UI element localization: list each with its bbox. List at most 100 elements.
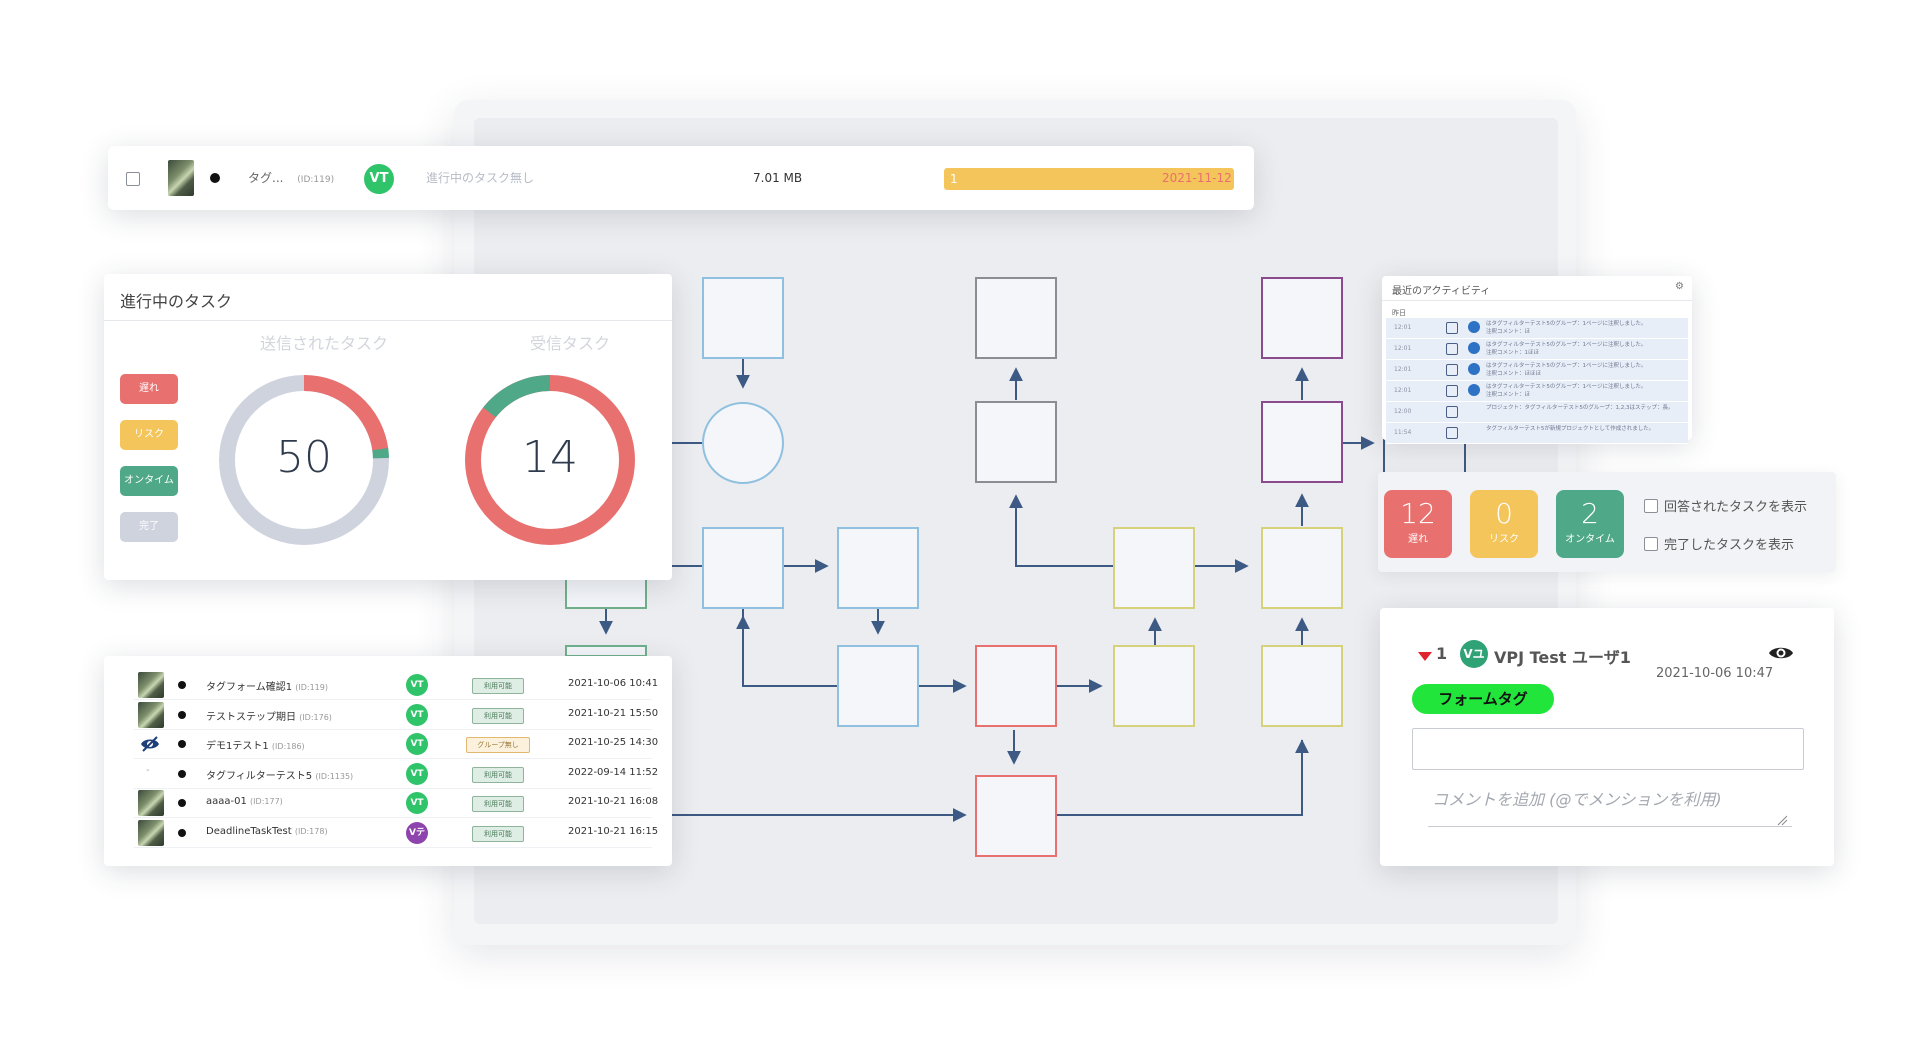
status-badge: グループ無し — [466, 737, 530, 753]
show-answered-checkbox[interactable] — [1644, 499, 1658, 513]
show-completed-checkbox[interactable] — [1644, 537, 1658, 551]
modified-date: 2022-09-14 11:52 — [568, 766, 659, 778]
comment-user-avatar[interactable]: Vユ — [1460, 640, 1488, 668]
activity-message-line1: はタグフィルターテスト5のグループ：1ページに注釈しました。 — [1486, 363, 1647, 369]
eye-slash-icon — [141, 736, 159, 752]
table-row[interactable]: タグフォーム確認1 (ID:119) VT 利用可能 2021-10-06 10:41 — [104, 670, 672, 700]
comment-card: 1 Vユ VPJ Test ユーザ1 2021-10-06 10:47 フォーム… — [1380, 608, 1834, 866]
file-name: タグフォーム確認1 — [206, 682, 293, 693]
tag-value-field[interactable] — [1412, 728, 1804, 770]
counter-late-label: 遅れ — [1408, 534, 1428, 545]
received-tasks-donut[interactable] — [460, 370, 640, 550]
user-avatar[interactable]: Vテ — [406, 821, 428, 844]
file-id: (ID:119) — [297, 175, 335, 185]
activity-message-line1: はタグフィルターテスト5のグループ：1ページに注釈しました。 — [1486, 321, 1647, 327]
activity-row[interactable]: 12:01 はタグフィルターテスト5のグループ：1ページに注釈しました。 注釈コメン… — [1386, 318, 1688, 339]
activity-message-line2: 注釈コメント：ほほほ — [1486, 371, 1542, 377]
show-answered-label: 回答されたタスクを表示 — [1664, 500, 1808, 515]
file-name-link[interactable]: テストステップ期日 (ID:176) — [206, 708, 332, 723]
activity-row[interactable]: 12:00 プロジェクト：タグフィルターテスト5のグループ：1,2,3はステップ：… — [1386, 402, 1688, 423]
activity-time: 12:01 — [1394, 324, 1412, 331]
show-completed-option[interactable]: 完了したタスクを表示 — [1644, 534, 1794, 553]
file-name-link[interactable]: タグフィルターテスト5 (ID:1135) — [206, 767, 353, 782]
file-name-link[interactable]: デモ1テスト1 (ID:186) — [206, 737, 305, 752]
form-tag-badge[interactable]: フォームタグ — [1412, 684, 1554, 714]
status-badge: 利用可能 — [472, 796, 524, 812]
file-thumbnail[interactable] — [168, 160, 194, 196]
legend-ontime[interactable]: オンタイム — [120, 466, 178, 496]
document-icon — [1446, 322, 1458, 334]
show-answered-option[interactable]: 回答されたタスクを表示 — [1644, 496, 1807, 515]
comment-count: 1 — [1436, 644, 1448, 663]
modified-date: 2021-10-25 14:30 — [568, 737, 659, 748]
activity-row[interactable]: 12:01 はタグフィルターテスト5のグループ：1ページに注釈しました。 注釈コメン… — [1386, 381, 1688, 402]
sent-tasks-title: 送信されたタスク — [259, 334, 388, 353]
file-name-link[interactable]: DeadlineTaskTest (ID:178) — [206, 826, 328, 837]
task-status-text: 進行中のタスク無し — [426, 171, 535, 185]
activity-row[interactable]: 12:01 はタグフィルターテスト5のグループ：1ページに注釈しました。 注釈コメン… — [1386, 360, 1688, 381]
recent-activity-card: 最近のアクティビティ ⚙ 昨日 12:01 はタグフィルターテスト5のグループ：1… — [1382, 276, 1692, 444]
user-avatar[interactable]: VT — [406, 762, 428, 785]
table-row[interactable]: aaaa-01 (ID:177) VT 利用可能 2021-10-21 16:08 — [104, 788, 672, 818]
sent-tasks-count: 50 — [276, 432, 332, 483]
file-name-link[interactable]: タグフォーム確認1 (ID:119) — [206, 678, 328, 693]
activity-message-line1: プロジェクト：タグフィルターテスト5のグループ：1,2,3はステップ：長。 — [1486, 405, 1674, 411]
file-name: テストステップ期日 — [206, 711, 296, 723]
user-avatar[interactable]: VT — [364, 164, 394, 194]
file-size: 7.01 MB — [753, 171, 803, 185]
legend-late[interactable]: 遅れ — [120, 374, 178, 404]
progress-bar: 1 — [944, 168, 1234, 190]
counter-risk[interactable]: 0 リスク — [1470, 490, 1538, 558]
comment-input-underline — [1428, 826, 1792, 827]
legend-risk[interactable]: リスク — [120, 420, 178, 450]
eye-icon[interactable] — [1768, 644, 1794, 662]
collapse-triangle-icon[interactable] — [1418, 652, 1432, 661]
file-thumbnail[interactable] — [138, 819, 164, 846]
user-avatar[interactable]: VT — [406, 792, 428, 814]
file-name-link[interactable]: aaaa-01 (ID:177) — [206, 796, 283, 807]
counter-ontime[interactable]: 2 オンタイム — [1556, 490, 1624, 558]
counter-late-value: 12 — [1400, 497, 1436, 530]
modified-date: 2021-10-21 16:15 — [568, 825, 659, 837]
user-avatar[interactable]: VT — [406, 703, 428, 726]
status-dot — [178, 740, 186, 748]
file-id: (ID:186) — [271, 742, 305, 751]
progress-label: 1 — [950, 172, 958, 186]
activity-time: 11:54 — [1394, 429, 1412, 436]
row-divider — [134, 758, 652, 759]
activity-day-label: 昨日 — [1392, 309, 1406, 317]
activity-row[interactable]: 12:01 はタグフィルターテスト5のグループ：1ページに注釈しました。 注釈コメン… — [1386, 339, 1688, 360]
status-badge: 利用可能 — [472, 678, 524, 694]
counter-late[interactable]: 12 遅れ — [1384, 490, 1452, 558]
file-name: タグ... — [248, 171, 284, 185]
activity-message: はタグフィルターテスト5のグループ：1ページに注釈しました。 注釈コメント：ほ — [1486, 383, 1686, 399]
activity-message: はタグフィルターテスト5のグループ：1ページに注釈しました。 注釈コメント：1ほほ — [1486, 341, 1686, 357]
document-icon — [1446, 406, 1458, 418]
activity-time: 12:00 — [1394, 408, 1412, 415]
user-avatar[interactable]: VT — [406, 674, 428, 696]
row-checkbox[interactable] — [126, 172, 140, 186]
table-row[interactable]: DeadlineTaskTest (ID:178) Vテ 利用可能 2021-10-2… — [104, 818, 672, 848]
gear-icon[interactable]: ⚙ — [1675, 281, 1684, 292]
resize-handle-icon[interactable] — [1776, 814, 1788, 826]
activity-row[interactable]: 11:54 タグフィルターテスト5が新規プロジェクトとして作成されました。 — [1386, 423, 1688, 444]
sent-tasks-donut[interactable] — [214, 370, 394, 550]
activity-message: はタグフィルターテスト5のグループ：1ページに注釈しました。 注釈コメント：ほほほ — [1486, 362, 1686, 378]
file-thumbnail[interactable] — [138, 701, 164, 728]
table-row[interactable]: デモ1テスト1 (ID:186) VT グループ無し 2021-10-25 14:30 — [104, 729, 672, 759]
file-thumbnail[interactable] — [138, 672, 164, 698]
comment-user-name: VPJ Test ユーザ1 — [1494, 648, 1631, 667]
table-row[interactable]: - タグフィルターテスト5 (ID:1135) VT 利用可能 2022-09-14 1… — [104, 759, 672, 789]
legend-done[interactable]: 完了 — [120, 512, 178, 542]
user-avatar[interactable]: VT — [406, 733, 428, 755]
table-row[interactable]: テストステップ期日 (ID:176) VT 利用可能 2021-10-21 15:50 — [104, 700, 672, 730]
comment-input[interactable]: コメントを追加 (@でメンションを利用) — [1432, 790, 1722, 809]
activity-message-line2: 注釈コメント：ほ — [1486, 329, 1531, 335]
row-divider — [134, 728, 652, 730]
status-dot — [178, 828, 186, 837]
file-thumbnail[interactable] — [138, 790, 164, 816]
counter-risk-value: 0 — [1495, 497, 1513, 530]
file-name-link[interactable]: タグ... (ID:119) — [248, 146, 334, 210]
file-id: (ID:178) — [294, 826, 328, 836]
status-dot — [178, 681, 186, 689]
